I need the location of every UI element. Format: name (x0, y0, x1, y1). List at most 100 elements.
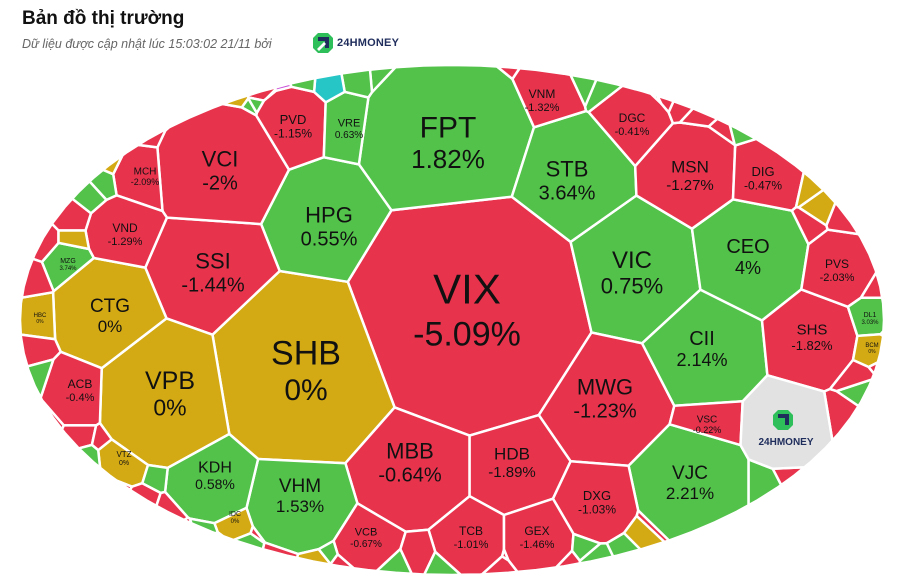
change-label: -1.82% (791, 338, 833, 353)
change-label: -0.67% (350, 539, 382, 550)
tile-filler (858, 269, 884, 299)
tile-filler (399, 528, 437, 576)
change-label: 0% (231, 519, 240, 525)
change-label: -0.22% (693, 425, 722, 435)
tile-filler (650, 92, 663, 105)
page-title: Bản đồ thị trường (22, 8, 185, 29)
ticker-label: FPT (420, 111, 477, 144)
change-label: 1.53% (276, 497, 324, 516)
ticker-label: CII (689, 328, 715, 350)
ticker-label: VCB (355, 526, 378, 538)
change-label: -2% (202, 173, 238, 195)
ticker-label: VRE (338, 117, 361, 129)
ticker-label: IDC (229, 511, 241, 518)
change-label: -1.27% (666, 177, 714, 194)
ticker-label: GEX (524, 524, 549, 538)
change-label: -0.41% (615, 126, 650, 138)
change-label: 0% (119, 460, 129, 467)
change-label: -1.29% (108, 236, 143, 248)
ticker-label: STB (546, 157, 589, 182)
change-label: -1.32% (525, 102, 560, 114)
ticker-label: VIX (433, 266, 501, 313)
ticker-label: VSC (697, 414, 718, 425)
tile-filler (212, 530, 224, 538)
change-label: 2.14% (676, 350, 727, 370)
change-label: 1.82% (411, 144, 485, 174)
ticker-label: MZG (60, 258, 76, 265)
change-label: -1.01% (454, 539, 489, 551)
ticker-label: VNM (529, 87, 556, 101)
change-label: -0.64% (378, 465, 442, 487)
tile-filler (246, 96, 266, 116)
change-label: 0.55% (301, 229, 358, 251)
ticker-label: CEO (726, 236, 769, 258)
tile-filler (635, 508, 672, 544)
change-label: 0.63% (335, 130, 363, 141)
tile-filler (134, 128, 167, 149)
tile-filler (866, 360, 880, 377)
tile-filler (794, 169, 826, 209)
change-label: -1.15% (274, 127, 312, 141)
ticker-label: VND (112, 221, 138, 235)
change-label: -1.23% (573, 401, 637, 423)
ticker-label: KDH (198, 460, 232, 477)
ticker-label: PVS (825, 257, 849, 271)
update-timestamp: Dữ liệu được cập nhật lúc 15:03:02 21/11… (22, 37, 272, 51)
change-label: 0.58% (195, 476, 235, 492)
brand-name: 24HMONEY (337, 37, 400, 49)
ticker-label: HDB (494, 444, 530, 463)
tile-filler (790, 205, 830, 247)
ticker-label: SHS (797, 322, 828, 339)
change-label: -2.09% (131, 177, 160, 187)
ticker-label: BCM (865, 343, 878, 349)
ticker-label: MWG (577, 375, 633, 400)
tile-filler (878, 327, 885, 339)
tile-filler (568, 73, 599, 110)
change-label: -5.09% (413, 316, 521, 354)
change-label: -1.89% (488, 464, 536, 481)
ticker-label: DGC (619, 111, 646, 125)
change-label: -1.46% (520, 539, 555, 551)
tile-filler (90, 421, 114, 452)
tile-brand-label: 24HMONEY (758, 437, 813, 448)
tile-filler (100, 154, 124, 176)
ticker-label: SHB (271, 335, 341, 373)
tile-filler (339, 68, 374, 99)
ticker-label: DXG (583, 488, 611, 503)
change-label: -1.03% (578, 503, 616, 517)
ticker-label: CTG (90, 296, 130, 317)
tile-filler (25, 357, 56, 401)
tile-filler (70, 179, 109, 215)
ticker-label: VPB (145, 367, 195, 395)
ticker-label: VJC (672, 463, 708, 484)
brand-logo-icon (313, 33, 333, 53)
tile-filler (76, 443, 102, 471)
tile-filler (140, 463, 170, 495)
change-label: 0% (284, 374, 327, 407)
change-label: 4% (735, 258, 761, 278)
change-label: -0.4% (66, 392, 95, 404)
ticker-label: HPG (305, 203, 353, 228)
tile-filler (20, 257, 55, 300)
change-label: 2.21% (666, 484, 714, 503)
ticker-label: SSI (195, 249, 230, 274)
change-label: 0% (868, 349, 876, 355)
change-label: 0% (153, 394, 186, 420)
change-label: 3.74% (59, 266, 77, 272)
tile-filler (500, 545, 512, 564)
ticker-label: PVD (280, 112, 307, 127)
tile-brand-logo: 24HMONEY (758, 410, 814, 448)
ticker-label: TCB (459, 524, 483, 538)
change-label: 3.64% (539, 183, 596, 205)
ticker-label: VCI (202, 147, 239, 172)
change-label: -2.03% (820, 272, 855, 284)
ticker-label: DIG (751, 164, 774, 179)
ticker-label: ACB (68, 377, 93, 391)
tile-filler (422, 549, 464, 577)
change-label: -0.47% (744, 179, 782, 193)
ticker-label: DL1 (864, 312, 877, 319)
brand-logo[interactable]: 24HMONEY (312, 32, 399, 54)
ticker-label: VHM (279, 476, 321, 497)
ticker-label: VTZ (116, 450, 131, 459)
